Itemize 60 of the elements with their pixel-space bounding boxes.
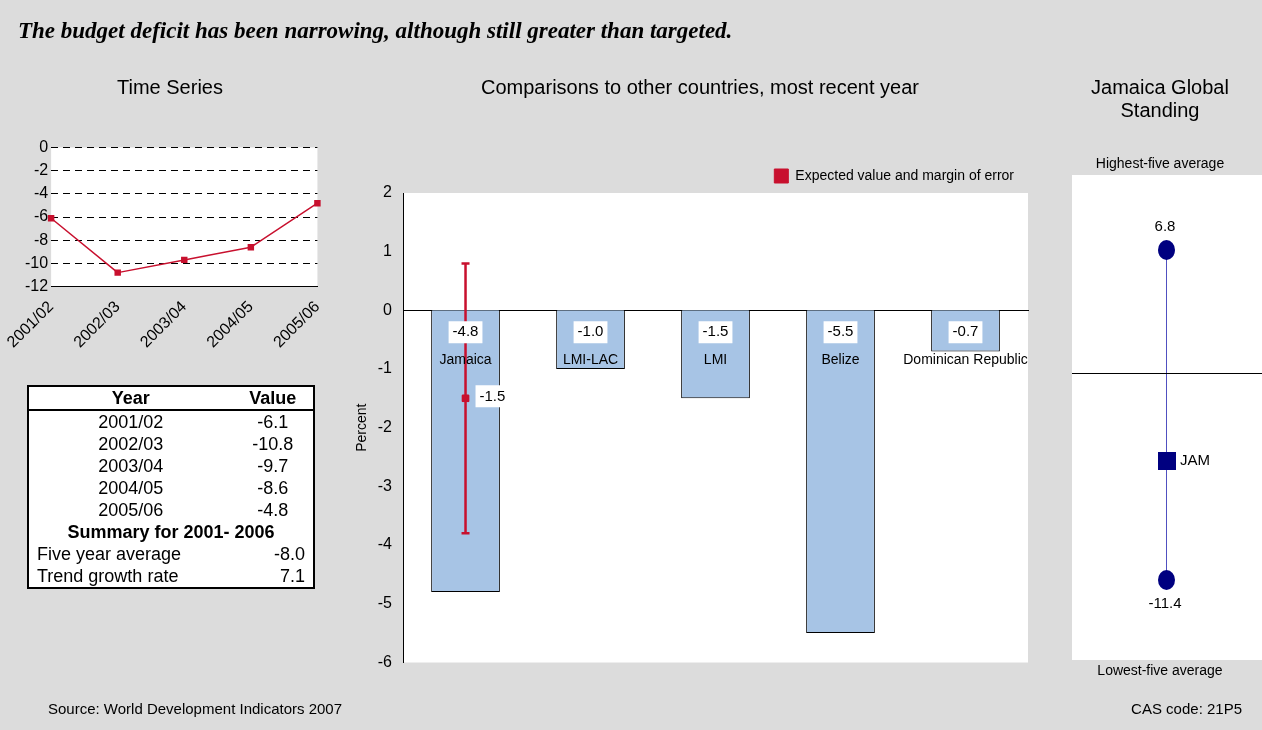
data-label: -5.5 xyxy=(827,322,854,340)
text: The budget deficit has been narrowing, although still greater than targeted. xyxy=(18,18,733,44)
y-tick-label: 0 xyxy=(383,300,393,318)
text: 6.8 xyxy=(1153,217,1177,234)
text: -8.0 xyxy=(272,543,306,565)
text: -4.8 xyxy=(256,499,290,521)
data-label: -1.5 xyxy=(479,386,506,404)
x-tick-label: LMI-LAC xyxy=(562,351,619,368)
text: 2005/06 xyxy=(97,499,165,521)
chart-title: Time Series xyxy=(116,76,224,99)
y-tick-label: -2 xyxy=(377,418,393,436)
text: 2003/04 xyxy=(97,455,165,477)
text: -10.8 xyxy=(251,433,295,455)
y-tick-label: -3 xyxy=(377,476,393,494)
text: Value xyxy=(248,387,298,410)
chart-title: Comparisons to other countries, most recent year xyxy=(480,76,920,99)
text: Trend growth rate xyxy=(36,565,180,588)
y-tick-label: -2 xyxy=(33,161,49,179)
text: -6.1 xyxy=(256,411,290,433)
y-tick-label: -6 xyxy=(33,207,49,225)
y-tick-label: -12 xyxy=(25,276,49,294)
x-tick-label: Dominican Republic xyxy=(903,351,1028,368)
text: Year xyxy=(110,387,151,410)
text: Highest-five average xyxy=(1094,155,1226,171)
text: Lowest-five average xyxy=(1096,662,1224,678)
source-note: Source: World Development Indicators 2007 xyxy=(48,700,343,717)
legend-label: Expected value and margin of error xyxy=(795,166,1015,183)
y-tick-label: -10 xyxy=(25,253,49,271)
point xyxy=(114,269,121,276)
y-tick-label: 2 xyxy=(383,183,393,201)
data-label: -1.5 xyxy=(702,322,729,340)
x-tick-label: LMI xyxy=(703,351,728,368)
text: -11.4 xyxy=(1147,594,1183,611)
text: Five year average xyxy=(36,543,183,565)
data-label: -1.0 xyxy=(577,322,604,340)
point xyxy=(314,199,321,207)
point xyxy=(181,256,188,264)
y-tick-label: -4 xyxy=(377,535,393,553)
text: Summary for 2001- 2006 xyxy=(66,521,276,543)
y-axis-title: Percent xyxy=(353,403,370,452)
data-label: -0.7 xyxy=(952,322,979,340)
x-tick-label: Belize xyxy=(821,351,860,368)
data-label: -4.8 xyxy=(452,322,479,340)
y-tick-label: 0 xyxy=(39,138,49,156)
text: JAM xyxy=(1180,451,1210,468)
text: CAS code: 21P5 xyxy=(1131,700,1242,717)
y-tick-label: -6 xyxy=(377,652,393,670)
y-tick-label: -8 xyxy=(33,230,49,248)
text: -8.6 xyxy=(256,477,290,499)
text: -9.7 xyxy=(256,455,290,477)
point xyxy=(247,243,255,251)
y-tick-label: -4 xyxy=(33,184,49,202)
y-tick-label: -1 xyxy=(377,359,393,377)
text: 2004/05 xyxy=(97,477,165,499)
y-tick-label: -5 xyxy=(377,594,393,612)
text: 7.1 xyxy=(278,565,306,588)
text: 2001/02 xyxy=(97,411,165,433)
text: Jamaica Global Standing xyxy=(1090,76,1230,122)
text: 2002/03 xyxy=(97,433,165,455)
y-tick-label: 1 xyxy=(383,242,393,260)
